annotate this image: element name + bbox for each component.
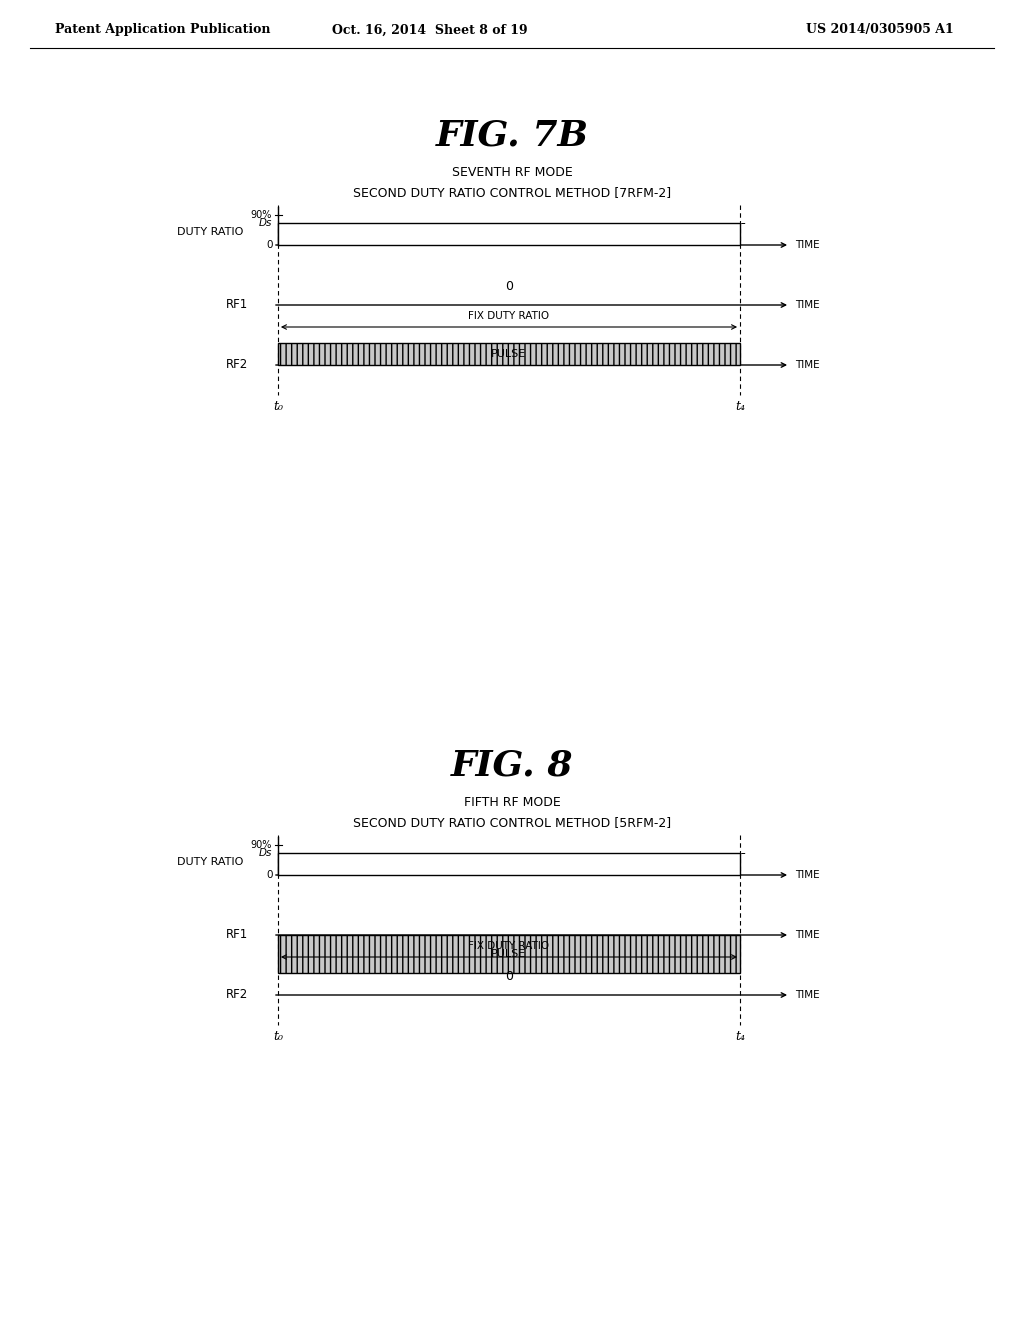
Text: TIME: TIME [795,360,819,370]
Text: FIX DUTY RATIO: FIX DUTY RATIO [468,312,550,321]
Text: TIME: TIME [795,300,819,310]
Text: PULSE: PULSE [492,348,526,359]
Text: Patent Application Publication: Patent Application Publication [55,24,270,37]
Text: 0: 0 [266,870,273,880]
Bar [278,935,740,973]
Text: 90%: 90% [251,840,272,850]
Text: SEVENTH RF MODE: SEVENTH RF MODE [452,166,572,180]
Text: FIG. 8: FIG. 8 [451,748,573,781]
Text: TIME: TIME [795,870,819,880]
Text: Ds: Ds [259,218,272,228]
Text: t₄: t₄ [735,400,745,413]
Text: 0: 0 [505,281,513,293]
Text: TIME: TIME [795,240,819,249]
Text: TIME: TIME [795,931,819,940]
Text: SECOND DUTY RATIO CONTROL METHOD [7RFM-2]: SECOND DUTY RATIO CONTROL METHOD [7RFM-2… [353,186,671,199]
Text: RF1: RF1 [225,298,248,312]
Text: RF2: RF2 [225,359,248,371]
Text: SECOND DUTY RATIO CONTROL METHOD [5RFM-2]: SECOND DUTY RATIO CONTROL METHOD [5RFM-2… [353,817,671,829]
Text: FIX DUTY RATIO: FIX DUTY RATIO [468,941,550,950]
Text: 90%: 90% [251,210,272,220]
Text: Oct. 16, 2014  Sheet 8 of 19: Oct. 16, 2014 Sheet 8 of 19 [332,24,527,37]
Text: t₄: t₄ [735,1030,745,1043]
Text: Ds: Ds [259,847,272,858]
Text: US 2014/0305905 A1: US 2014/0305905 A1 [806,24,954,37]
Text: RF1: RF1 [225,928,248,941]
Text: RF2: RF2 [225,989,248,1002]
Text: DUTY RATIO: DUTY RATIO [177,227,243,238]
Text: DUTY RATIO: DUTY RATIO [177,857,243,867]
Text: PULSE: PULSE [492,949,526,960]
Text: t₀: t₀ [273,1030,283,1043]
Text: TIME: TIME [795,990,819,1001]
Text: 0: 0 [505,970,513,983]
Text: FIG. 7B: FIG. 7B [435,117,589,152]
Text: t₀: t₀ [273,400,283,413]
Text: 0: 0 [266,240,273,249]
Bar [278,343,740,366]
Bar [278,853,740,875]
Bar [278,223,740,246]
Text: FIFTH RF MODE: FIFTH RF MODE [464,796,560,809]
